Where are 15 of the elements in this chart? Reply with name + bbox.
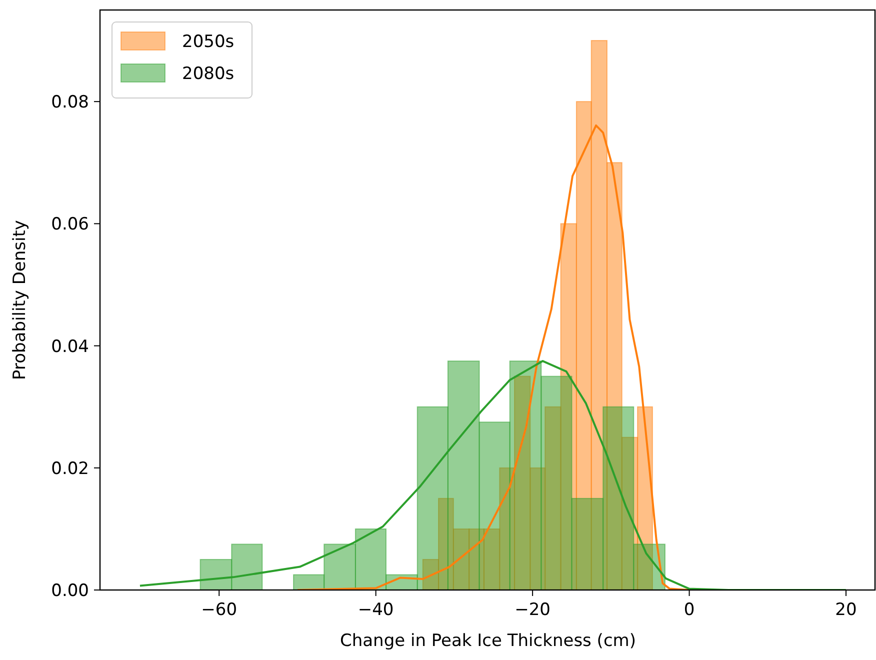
x-axis-title: Change in Peak Ice Thickness (cm) — [340, 631, 636, 651]
y-tick-label: 0.08 — [51, 92, 89, 113]
legend-label: 2050s — [182, 32, 234, 52]
y-tick-label: 0.04 — [51, 336, 89, 357]
y-tick-label: 0.00 — [51, 581, 89, 601]
x-tick-label: −40 — [358, 600, 394, 620]
legend-label: 2080s — [182, 64, 234, 84]
line-series — [138, 360, 848, 590]
y-tick-label: 0.06 — [51, 214, 89, 235]
x-tick-label: 0 — [684, 600, 695, 620]
y-axis-title: Probability Density — [10, 220, 30, 380]
x-tick-label: −60 — [201, 600, 238, 620]
x-tick-label: −20 — [514, 600, 551, 620]
x-tick-label: 20 — [835, 600, 857, 620]
y-tick-label: 0.02 — [51, 458, 89, 479]
